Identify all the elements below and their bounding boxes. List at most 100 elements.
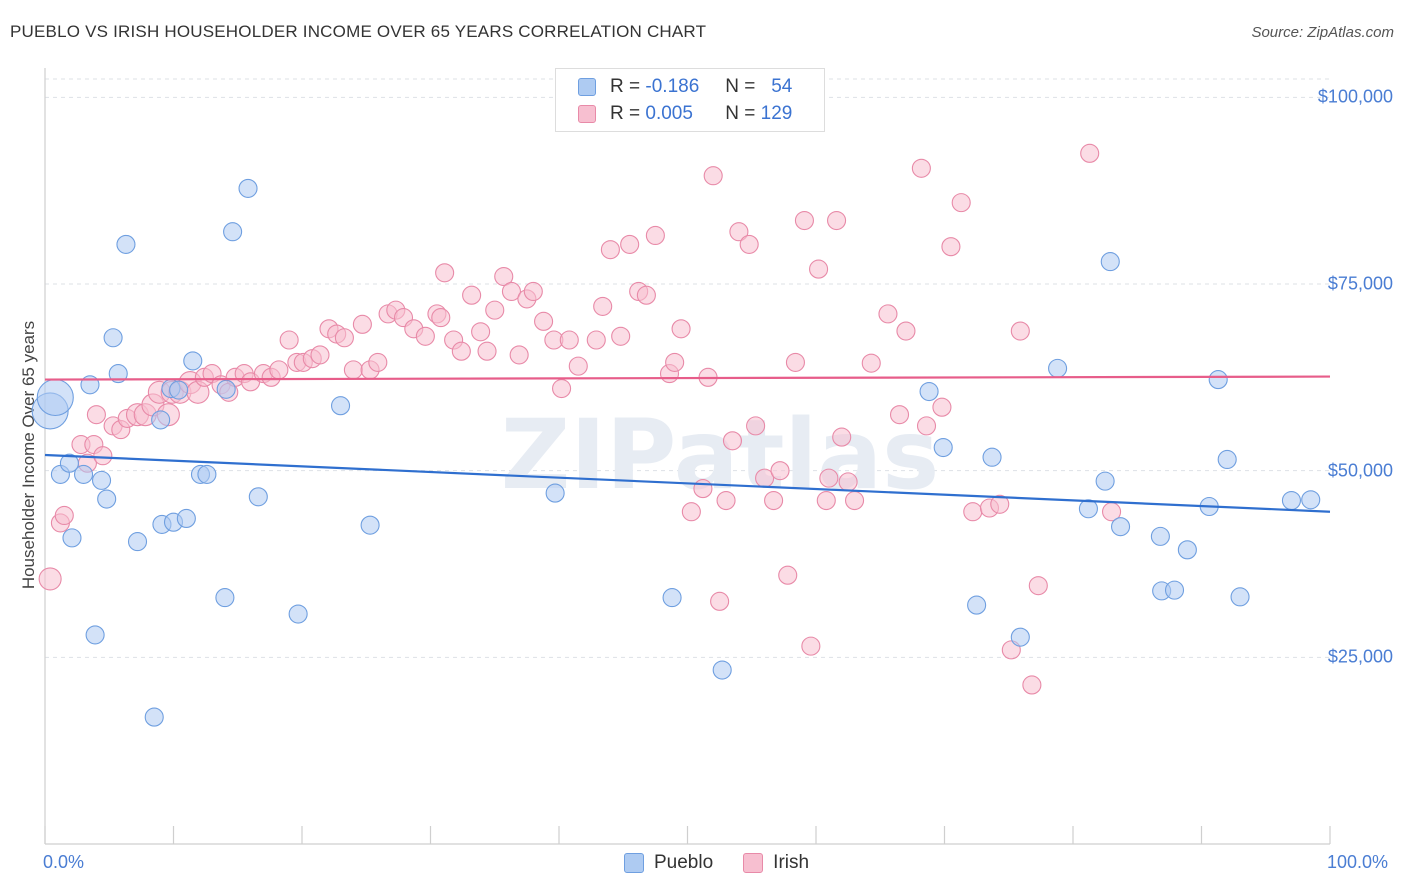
irish-point <box>990 494 1010 514</box>
irish-point <box>794 210 814 231</box>
irish-r-label: R = <box>610 103 641 124</box>
trend-lines <box>44 375 1331 513</box>
pueblo-point <box>85 625 105 645</box>
irish-point <box>916 416 937 436</box>
irish-point <box>559 330 579 350</box>
pueblo-point <box>1230 587 1250 607</box>
chart-title: PUEBLO VS IRISH HOUSEHOLDER INCOME OVER … <box>10 22 707 41</box>
legend-row-pueblo: R = -0.186 N = 54 <box>578 76 792 98</box>
legend-item-irish: Irish <box>743 852 809 874</box>
irish-point <box>681 502 701 522</box>
irish-legend-label: Irish <box>773 852 810 873</box>
pueblo-points <box>31 178 1321 727</box>
pueblo-n-value: 54 <box>771 76 793 97</box>
pueblo-point <box>1164 580 1185 600</box>
pueblo-point <box>176 508 196 529</box>
pueblo-point <box>144 707 164 727</box>
pueblo-point <box>662 588 682 608</box>
pueblo-point <box>1100 252 1120 272</box>
irish-point <box>1080 143 1100 163</box>
y-tick-label: $25,000 <box>1327 646 1393 667</box>
pueblo-swatch <box>578 78 596 96</box>
source-label: Source: ZipAtlas.com <box>1251 24 1394 41</box>
pueblo-point <box>108 364 128 384</box>
irish-point <box>716 490 736 511</box>
irish-n-value: 129 <box>760 103 793 124</box>
irish-point <box>809 259 829 279</box>
irish-point <box>593 296 613 316</box>
irish-point <box>764 490 784 511</box>
irish-point <box>462 285 482 305</box>
irish-point <box>86 405 106 425</box>
irish-point <box>494 266 514 287</box>
irish-point <box>636 285 656 305</box>
irish-point <box>611 326 631 346</box>
pueblo-point <box>223 222 243 242</box>
pueblo-point <box>197 464 217 484</box>
irish-point <box>844 490 865 511</box>
pueblo-point <box>712 660 732 680</box>
irish-point <box>665 352 685 372</box>
irish-point <box>279 330 299 350</box>
irish-point <box>269 360 289 380</box>
y-tick-label: $50,000 <box>1327 460 1393 481</box>
y-tick-label: $100,000 <box>1317 86 1393 107</box>
irish-point <box>739 234 759 254</box>
irish-point <box>645 225 665 246</box>
pueblo-point <box>238 178 258 198</box>
pueblo-point <box>103 328 123 348</box>
irish-point <box>827 210 847 231</box>
irish-r-value: 0.005 <box>645 103 693 124</box>
irish-point <box>477 341 497 361</box>
pueblo-point <box>97 489 117 509</box>
irish-point <box>896 321 916 341</box>
irish-point <box>534 311 554 331</box>
irish-swatch <box>578 105 596 123</box>
pueblo-legend-label: Pueblo <box>654 852 714 873</box>
irish-point <box>568 356 588 376</box>
irish-point <box>838 472 858 492</box>
legend-item-pueblo: Pueblo <box>624 852 713 874</box>
y-tick-label: $75,000 <box>1327 273 1393 294</box>
irish-point <box>832 427 852 447</box>
irish-point <box>722 431 743 451</box>
irish-point <box>451 341 471 361</box>
pueblo-point <box>74 464 94 484</box>
pueblo-point <box>59 453 79 473</box>
pueblo-point <box>62 528 82 548</box>
irish-point <box>368 352 388 372</box>
pueblo-point <box>1010 627 1030 647</box>
pueblo-legend-swatch <box>624 853 644 873</box>
irish-point <box>889 405 910 425</box>
irish-point <box>693 479 713 499</box>
irish-point <box>878 304 898 324</box>
irish-point <box>552 378 572 399</box>
irish-point <box>911 158 931 178</box>
pueblo-point <box>933 437 953 458</box>
irish-point <box>671 319 691 339</box>
pueblo-point <box>248 487 268 507</box>
x-tick-label-min: 0.0% <box>43 852 85 872</box>
pueblo-point <box>1301 490 1321 510</box>
pueblo-r-label: R = <box>610 76 641 97</box>
pueblo-point <box>1217 449 1237 470</box>
pueblo-trend-line <box>44 453 1331 513</box>
irish-point <box>1010 321 1030 341</box>
irish-point <box>778 565 798 585</box>
irish-point <box>703 166 723 186</box>
irish-point <box>1028 576 1048 596</box>
irish-point <box>509 345 529 365</box>
pueblo-point <box>36 378 74 417</box>
irish-point <box>729 222 749 242</box>
irish-point <box>431 308 451 328</box>
irish-points <box>38 98 1122 695</box>
pueblo-point <box>1078 499 1098 519</box>
pueblo-point <box>1208 370 1228 390</box>
irish-point <box>471 322 491 342</box>
pueblo-point <box>1281 490 1301 511</box>
pueblo-point <box>982 447 1002 467</box>
irish-point <box>352 314 372 334</box>
irish-point <box>38 567 62 591</box>
pueblo-point <box>360 515 380 535</box>
pueblo-point <box>1048 358 1068 378</box>
